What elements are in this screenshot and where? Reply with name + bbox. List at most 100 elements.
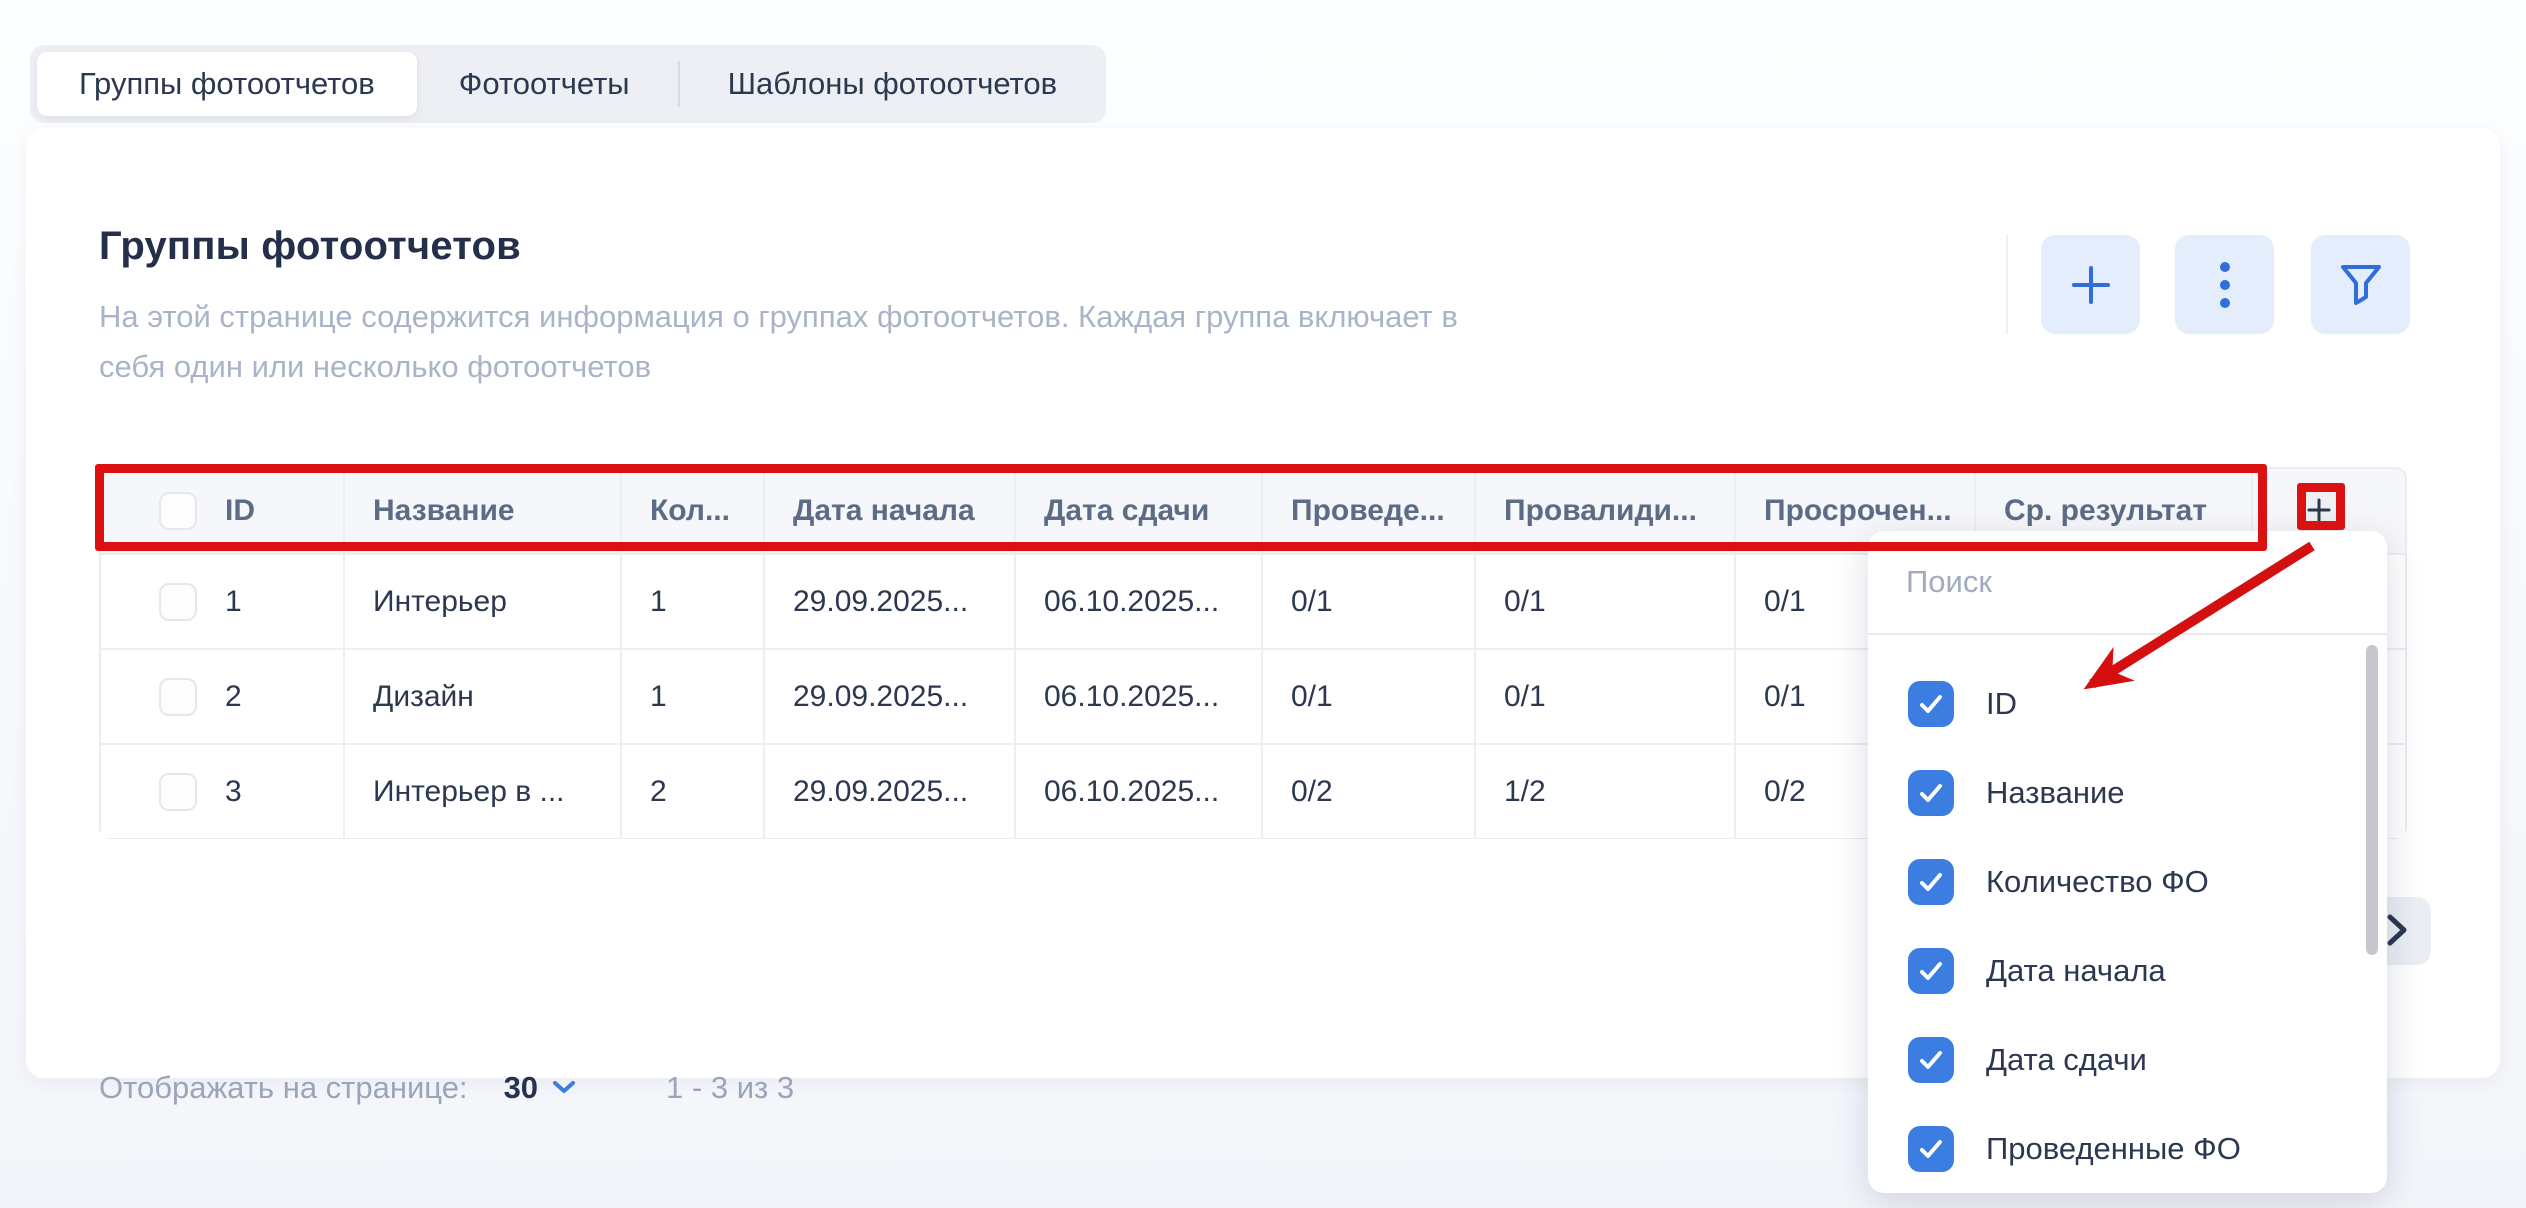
tab-divider (677, 61, 680, 107)
column-option-label: Название (1986, 774, 2125, 810)
header-cell-2: Кол... (622, 469, 765, 553)
tab-2[interactable]: Фотоотчеты (417, 52, 672, 116)
cell-value: 0/1 (1291, 679, 1333, 713)
checked-checkbox-icon[interactable] (1908, 858, 1954, 905)
checked-checkbox-icon[interactable] (1908, 769, 1954, 816)
header-label: Проведе... (1291, 494, 1445, 527)
create-group-button[interactable] (2041, 235, 2140, 334)
filter-button[interactable] (2311, 235, 2410, 334)
page-description: На этой странице содержится информация о… (99, 299, 1458, 384)
cell-value: 2 (650, 774, 667, 808)
cell-value: 29.09.2025... (793, 679, 969, 713)
column-option[interactable]: Проведенные ФО (1868, 1104, 2387, 1193)
column-option[interactable]: Дата сдачи (1868, 1015, 2387, 1104)
header-cell-5: Проведе... (1263, 469, 1476, 553)
kebab-icon (2219, 261, 2231, 309)
cell-value: 2 (225, 679, 242, 713)
page-size-value: 30 (503, 1070, 539, 1105)
column-option-label: Дата сдачи (1986, 1041, 2147, 1077)
plus-icon (2068, 262, 2114, 308)
tab-label: Шаблоны фотоотчетов (727, 66, 1058, 101)
cell-value: Интерьер в ... (373, 774, 565, 808)
header-label: Дата начала (793, 494, 975, 527)
checked-checkbox-icon[interactable] (1908, 947, 1954, 994)
cell-count: 1 (622, 650, 765, 743)
cell-value: 06.10.2025... (1044, 774, 1220, 808)
menu-scrollbar-thumb[interactable] (2366, 645, 2378, 955)
select-all-checkbox[interactable] (159, 492, 197, 530)
cell-start: 29.09.2025... (765, 745, 1016, 838)
row-checkbox[interactable] (159, 582, 197, 621)
cell-value: 0/1 (1504, 584, 1546, 618)
cell-start: 29.09.2025... (765, 650, 1016, 743)
header-label: Название (373, 494, 515, 527)
cell-value: 0/2 (1764, 774, 1806, 808)
filter-icon (2337, 263, 2385, 307)
header-label: ID (225, 494, 255, 527)
cell-value: 1/2 (1504, 774, 1546, 808)
cell-name: Интерьер (345, 555, 622, 648)
header-cell-7: Просрочен... (1736, 469, 1976, 553)
cell-value: 06.10.2025... (1044, 679, 1220, 713)
header-label: Дата сдачи (1044, 494, 1210, 527)
column-option-label: Дата начала (1986, 952, 2166, 988)
cell-value: 0/2 (1291, 774, 1333, 808)
header-cell-0: ID (101, 469, 345, 553)
cell-id: 2 (101, 650, 345, 743)
cell-value: 0/1 (1291, 584, 1333, 618)
cell-start: 29.09.2025... (765, 555, 1016, 648)
column-option[interactable]: ID (1868, 659, 2387, 748)
cell-id: 3 (101, 745, 345, 838)
more-actions-button[interactable] (2175, 235, 2274, 334)
row-checkbox[interactable] (159, 677, 197, 716)
cell-name: Интерьер в ... (345, 745, 622, 838)
cell-value: 1 (650, 679, 667, 713)
column-option[interactable]: Дата начала (1868, 926, 2387, 1015)
cell-value: 06.10.2025... (1044, 584, 1220, 618)
cell-value: 29.09.2025... (793, 584, 969, 618)
header-cell-4: Дата сдачи (1016, 469, 1263, 553)
header-label: Провалиди... (1504, 494, 1697, 527)
header-label: Кол... (650, 494, 730, 527)
cell-value: Интерьер (373, 584, 507, 618)
header-cell-3: Дата начала (765, 469, 1016, 553)
add-column-button[interactable] (2299, 491, 2339, 531)
cell-value: 1 (650, 584, 667, 618)
cell-due: 06.10.2025... (1016, 745, 1263, 838)
cell-id: 1 (101, 555, 345, 648)
chevron-down-icon (552, 1079, 576, 1098)
header-cell-8: Ср. результат (1976, 469, 2253, 553)
cell-value: 3 (225, 774, 242, 808)
column-search-input[interactable] (1868, 531, 2387, 635)
cell-validated: 0/1 (1476, 650, 1736, 743)
cell-conducted: 0/1 (1263, 650, 1476, 743)
page-size-select[interactable]: 30 (504, 1070, 576, 1106)
tabbar: Группы фотоотчетов Фотоотчеты Шаблоны фото… (30, 45, 1107, 123)
column-visibility-menu: ID Название Количество ФО Дата начала Дата с… (1868, 531, 2387, 1193)
page-title: Группы фотоотчетов (99, 224, 521, 268)
column-option[interactable]: Количество ФО (1868, 837, 2387, 926)
column-option[interactable]: Название (1868, 748, 2387, 837)
cell-conducted: 0/2 (1263, 745, 1476, 838)
cell-value: 0/1 (1764, 679, 1806, 713)
cell-count: 1 (622, 555, 765, 648)
cell-validated: 0/1 (1476, 555, 1736, 648)
cell-count: 2 (622, 745, 765, 838)
column-option-list: ID Название Количество ФО Дата начала Дата с… (1868, 635, 2387, 1193)
cell-validated: 1/2 (1476, 745, 1736, 838)
cell-value: 29.09.2025... (793, 774, 969, 808)
page-size-label: Отображать на странице: (99, 1070, 468, 1105)
cell-name: Дизайн (345, 650, 622, 743)
checked-checkbox-icon[interactable] (1908, 1036, 1954, 1083)
tab-3[interactable]: Шаблоны фотоотчетов (686, 52, 1100, 116)
column-option-label: ID (1986, 685, 2017, 721)
tab-1[interactable]: Группы фотоотчетов (37, 52, 417, 116)
pagination-range: 1 - 3 из 3 (666, 1070, 795, 1105)
header-cell-1: Название (345, 469, 622, 553)
column-option-label: Проведенные ФО (1986, 1130, 2241, 1166)
cell-conducted: 0/1 (1263, 555, 1476, 648)
row-checkbox[interactable] (159, 772, 197, 811)
checked-checkbox-icon[interactable] (1908, 680, 1954, 727)
checked-checkbox-icon[interactable] (1908, 1125, 1954, 1172)
